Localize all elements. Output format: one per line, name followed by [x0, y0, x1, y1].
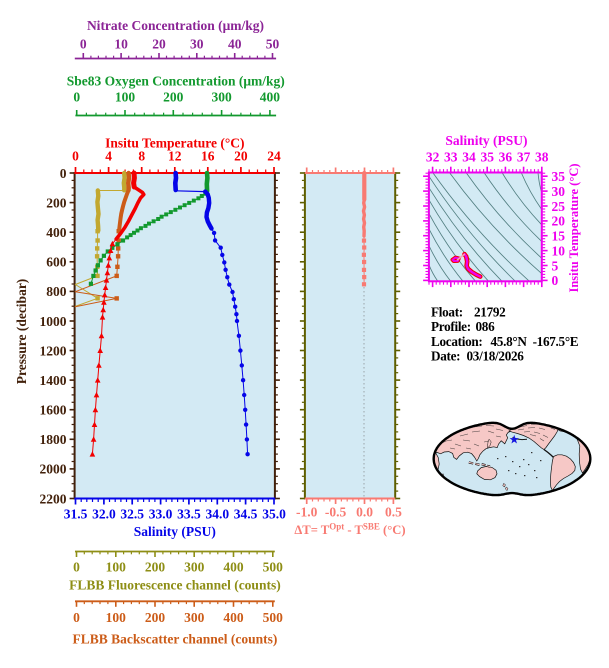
svg-text:36: 36 — [499, 150, 513, 165]
svg-text:Insitu Temperature (°C): Insitu Temperature (°C) — [567, 163, 581, 292]
svg-text:1800: 1800 — [40, 432, 67, 447]
svg-text:400: 400 — [260, 90, 281, 105]
svg-text:34.0: 34.0 — [205, 507, 229, 522]
svg-text:-1.0: -1.0 — [296, 505, 318, 520]
svg-text:0: 0 — [72, 149, 79, 164]
svg-text:FLBB Backscatter channel (coun: FLBB Backscatter channel (counts) — [72, 632, 277, 647]
svg-text:12: 12 — [168, 149, 182, 164]
svg-text:Date:: Date: — [431, 349, 460, 364]
svg-text:100: 100 — [106, 560, 127, 575]
svg-text:400: 400 — [46, 225, 67, 240]
svg-text:500: 500 — [263, 560, 284, 575]
svg-text:03/18/2026: 03/18/2026 — [467, 349, 525, 364]
svg-text:50: 50 — [266, 36, 280, 51]
svg-text:1600: 1600 — [40, 403, 67, 418]
svg-text:100: 100 — [115, 90, 136, 105]
svg-text:35: 35 — [552, 169, 566, 184]
svg-text:200: 200 — [46, 195, 67, 210]
svg-text:38: 38 — [535, 150, 549, 165]
svg-text:0: 0 — [73, 90, 80, 105]
svg-text:35.0: 35.0 — [262, 507, 286, 522]
svg-text:10: 10 — [552, 243, 566, 258]
svg-text:15: 15 — [552, 229, 566, 244]
svg-text:24: 24 — [267, 149, 281, 164]
svg-text:Sbe83 Oxygen Concentration (μm: Sbe83 Oxygen Concentration (μm/kg) — [67, 74, 285, 89]
svg-text:400: 400 — [223, 560, 244, 575]
svg-text:0: 0 — [73, 610, 80, 625]
svg-text:20: 20 — [552, 214, 566, 229]
svg-text:1400: 1400 — [40, 373, 67, 388]
svg-text:Float:: Float: — [431, 304, 463, 319]
svg-text:37: 37 — [517, 150, 531, 165]
svg-text:2000: 2000 — [40, 462, 67, 477]
svg-text:300: 300 — [184, 610, 205, 625]
svg-text:0: 0 — [73, 560, 80, 575]
svg-text:34: 34 — [462, 150, 476, 165]
svg-text:21792: 21792 — [474, 304, 506, 319]
svg-text:16: 16 — [201, 149, 215, 164]
svg-text:Nitrate Concentration (μm/kg): Nitrate Concentration (μm/kg) — [87, 18, 264, 33]
svg-text:20: 20 — [234, 149, 248, 164]
svg-text:300: 300 — [211, 90, 232, 105]
svg-text:20: 20 — [152, 36, 166, 51]
svg-text:200: 200 — [145, 560, 166, 575]
svg-text:8: 8 — [138, 149, 145, 164]
svg-text:34.5: 34.5 — [234, 507, 258, 522]
svg-text:0: 0 — [80, 36, 87, 51]
svg-text:200: 200 — [145, 610, 166, 625]
svg-text:31.5: 31.5 — [64, 507, 88, 522]
svg-text:25: 25 — [552, 199, 566, 214]
svg-text:32: 32 — [426, 150, 440, 165]
svg-text:FLBB Fluorescence channel (cou: FLBB Fluorescence channel (counts) — [69, 578, 281, 593]
svg-text:Location:: Location: — [431, 334, 483, 349]
svg-text:0.5: 0.5 — [385, 505, 402, 520]
svg-text:33.0: 33.0 — [149, 507, 173, 522]
svg-text:10: 10 — [114, 36, 128, 51]
svg-text:Pressure (decibar): Pressure (decibar) — [14, 279, 29, 385]
svg-text:0: 0 — [60, 166, 67, 181]
svg-text:Salinity (PSU): Salinity (PSU) — [445, 133, 527, 148]
svg-text:35: 35 — [480, 150, 494, 165]
svg-text:ΔT= TOpt - TSBE (°C): ΔT= TOpt - TSBE (°C) — [294, 522, 405, 538]
svg-text:30: 30 — [552, 184, 566, 199]
svg-text:Profile:: Profile: — [431, 319, 471, 334]
svg-text:500: 500 — [263, 610, 284, 625]
svg-text:Salinity (PSU): Salinity (PSU) — [134, 524, 216, 539]
svg-text:600: 600 — [46, 255, 67, 270]
svg-text:4: 4 — [105, 149, 112, 164]
svg-text:32.0: 32.0 — [92, 507, 116, 522]
svg-text:30: 30 — [190, 36, 204, 51]
svg-text:33.5: 33.5 — [177, 507, 201, 522]
svg-text:Insitu Temperature (°C): Insitu Temperature (°C) — [105, 135, 244, 150]
svg-text:200: 200 — [163, 90, 184, 105]
svg-text:33: 33 — [444, 150, 458, 165]
svg-text:100: 100 — [106, 610, 127, 625]
svg-text:1200: 1200 — [40, 343, 67, 358]
svg-text:1000: 1000 — [40, 314, 67, 329]
svg-text:0.0: 0.0 — [356, 505, 373, 520]
svg-text:-0.5: -0.5 — [325, 505, 347, 520]
svg-text:086: 086 — [476, 319, 496, 334]
svg-text:45.8°N -167.5°E: 45.8°N -167.5°E — [491, 334, 579, 349]
svg-text:400: 400 — [223, 610, 244, 625]
svg-text:0: 0 — [552, 273, 559, 288]
svg-text:2200: 2200 — [40, 491, 67, 506]
svg-text:40: 40 — [228, 36, 242, 51]
svg-text:5: 5 — [552, 258, 559, 273]
svg-text:800: 800 — [46, 284, 67, 299]
svg-text:32.5: 32.5 — [120, 507, 144, 522]
svg-text:300: 300 — [184, 560, 205, 575]
